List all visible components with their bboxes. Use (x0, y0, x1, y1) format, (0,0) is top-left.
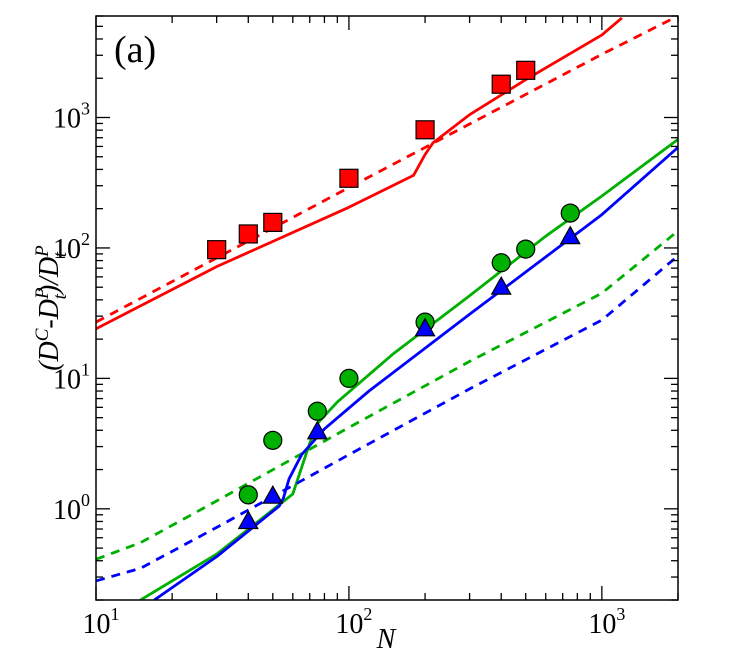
blue-triangles-point-2 (306, 420, 328, 440)
green-circles-point-1 (263, 430, 283, 450)
series-line-green-solid (139, 138, 678, 600)
panel-label: (a) (114, 29, 156, 71)
y-axis-title: (DC-DPt)/DPt (32, 245, 71, 371)
red-squares-point-3 (339, 168, 359, 188)
y-tick-label: 102 (53, 229, 90, 265)
x-tick-label: 101 (83, 604, 120, 640)
blue-triangles-point-0 (237, 510, 259, 530)
plot-markers (207, 60, 581, 530)
axis-ticks (95, 15, 679, 601)
series-line-blue-dashed (96, 254, 678, 583)
x-tick-label: 102 (335, 604, 372, 640)
series-line-green-dashed (96, 229, 678, 561)
green-circles-point-7 (560, 203, 580, 223)
tick-labels: 101 102 103 100 101 102 103 (53, 99, 625, 640)
x-tick-label: 103 (588, 604, 625, 640)
y-tick-label: 100 (53, 490, 90, 526)
red-squares-point-1 (238, 224, 258, 244)
y-tick-label: 103 (53, 99, 90, 135)
red-squares-point-0 (207, 240, 227, 260)
y-tick-label: 101 (53, 359, 90, 395)
red-squares-point-2 (263, 212, 283, 232)
x-axis-title: N (376, 624, 397, 652)
green-circles-point-6 (516, 239, 536, 259)
blue-triangles-point-1 (262, 484, 284, 504)
green-circles-point-3 (339, 368, 359, 388)
series-line-red-solid (96, 16, 623, 331)
blue-triangles-point-3 (414, 317, 436, 337)
plot-lines (96, 16, 678, 600)
red-squares-point-5 (491, 74, 511, 94)
series-line-red-dashed (96, 16, 678, 324)
green-circles-point-5 (491, 253, 511, 273)
green-circles-point-0 (238, 485, 258, 505)
series-line-blue-solid (153, 146, 678, 600)
green-circles-point-2 (307, 401, 327, 421)
red-squares-point-6 (516, 60, 536, 80)
plot-frame (95, 15, 679, 601)
red-squares-point-4 (415, 120, 435, 140)
blue-triangles-point-5 (559, 225, 581, 245)
blue-triangles-point-4 (490, 275, 512, 295)
